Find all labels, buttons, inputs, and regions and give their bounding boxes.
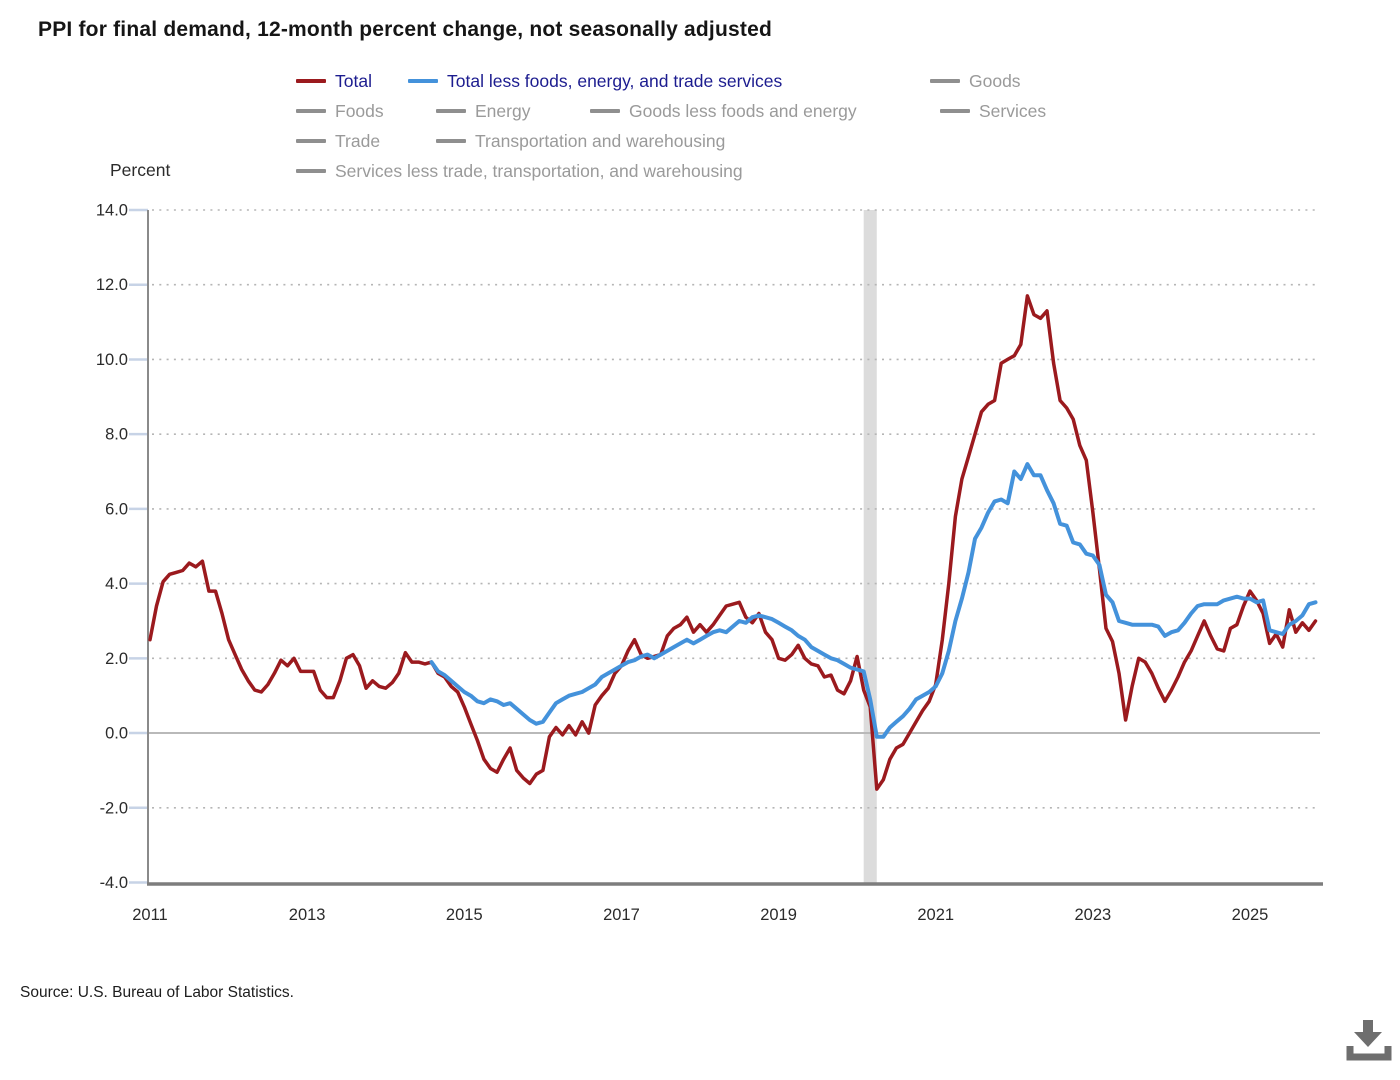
legend-item-foods[interactable]: Foods: [296, 100, 384, 122]
legend-swatch-trade: [296, 139, 326, 143]
legend-item-goods[interactable]: Goods: [930, 70, 1021, 92]
legend: Total Total less foods, energy, and trade…: [0, 0, 1400, 200]
y-tick-label: 6.0: [105, 500, 128, 518]
legend-label: Transportation and warehousing: [475, 131, 726, 151]
legend-label: Goods: [969, 71, 1021, 91]
legend-label: Foods: [335, 101, 384, 121]
legend-swatch-transportation-and-warehousing: [436, 139, 466, 143]
x-tick-label: 2021: [917, 906, 954, 924]
y-tick-label: 0.0: [105, 725, 128, 743]
legend-swatch-goods: [930, 79, 960, 83]
x-tick-label: 2013: [289, 906, 326, 924]
y-axis-title: Percent: [110, 160, 171, 180]
legend-item-trade[interactable]: Trade: [296, 130, 380, 152]
legend-item-energy[interactable]: Energy: [436, 100, 530, 122]
legend-label: Energy: [475, 101, 531, 121]
legend-swatch-services-less-trade-transportation-and-warehousing: [296, 169, 326, 173]
legend-item-goods-less-foods-and-energy[interactable]: Goods less foods and energy: [590, 100, 857, 122]
x-tick-label: 2025: [1232, 906, 1269, 924]
legend-item-transportation-and-warehousing[interactable]: Transportation and warehousing: [436, 130, 725, 152]
x-tick-label: 2019: [760, 906, 797, 924]
series-line-total: [148, 294, 1318, 791]
legend-label: Goods less foods and energy: [629, 101, 857, 121]
legend-swatch-goods-less-foods-and-energy: [590, 109, 620, 113]
y-tick-label: -4.0: [100, 874, 128, 892]
legend-swatch-energy: [436, 109, 466, 113]
x-tick-label: 2023: [1074, 906, 1111, 924]
series-line-total-less-foods-energy-and-trade-services: [429, 462, 1318, 739]
legend-label: Services less trade, transportation, and…: [335, 161, 743, 181]
legend-swatch-foods: [296, 109, 326, 113]
x-tick-label: 2011: [132, 906, 167, 924]
y-tick-label: 8.0: [105, 426, 128, 444]
legend-label: Total: [335, 71, 372, 91]
legend-item-services-less-trade-transportation-and-warehousing[interactable]: Services less trade, transportation, and…: [296, 160, 743, 182]
legend-label: Trade: [335, 131, 381, 151]
x-tick-label: 2017: [603, 906, 640, 924]
legend-item-services[interactable]: Services: [940, 100, 1046, 122]
legend-swatch-total-less-foods-energy-and-trade-services: [408, 79, 438, 83]
y-tick-label: 10.0: [96, 351, 128, 369]
y-tick-label: 14.0: [96, 202, 128, 220]
legend-swatch-services: [940, 109, 970, 113]
chart-area: 14.0 12.0 10.0 8.0 6.0 4.0 2.0 0.0 -2.0 -4.0 2011 2…: [96, 202, 1323, 924]
y-tick-label: 2.0: [105, 650, 128, 668]
legend-item-total-less-foods-energy-and-trade-services[interactable]: Total less foods, energy, and trade serv…: [408, 70, 782, 92]
source-text: Source: U.S. Bureau of Labor Statistics.: [20, 984, 294, 1001]
legend-label: Total less foods, energy, and trade serv…: [447, 71, 783, 91]
legend-swatch-total: [296, 79, 326, 83]
page-title: PPI for final demand, 12-month percent c…: [38, 18, 772, 41]
legend-item-total[interactable]: Total: [296, 70, 372, 92]
download-icon: [1346, 1020, 1392, 1061]
download-button[interactable]: [1342, 1016, 1396, 1068]
y-tick-label: -2.0: [100, 799, 128, 817]
y-tick-label: 12.0: [96, 276, 128, 294]
legend-label: Services: [979, 101, 1047, 121]
x-tick-label: 2015: [446, 906, 483, 924]
y-tick-label: 4.0: [105, 575, 128, 593]
